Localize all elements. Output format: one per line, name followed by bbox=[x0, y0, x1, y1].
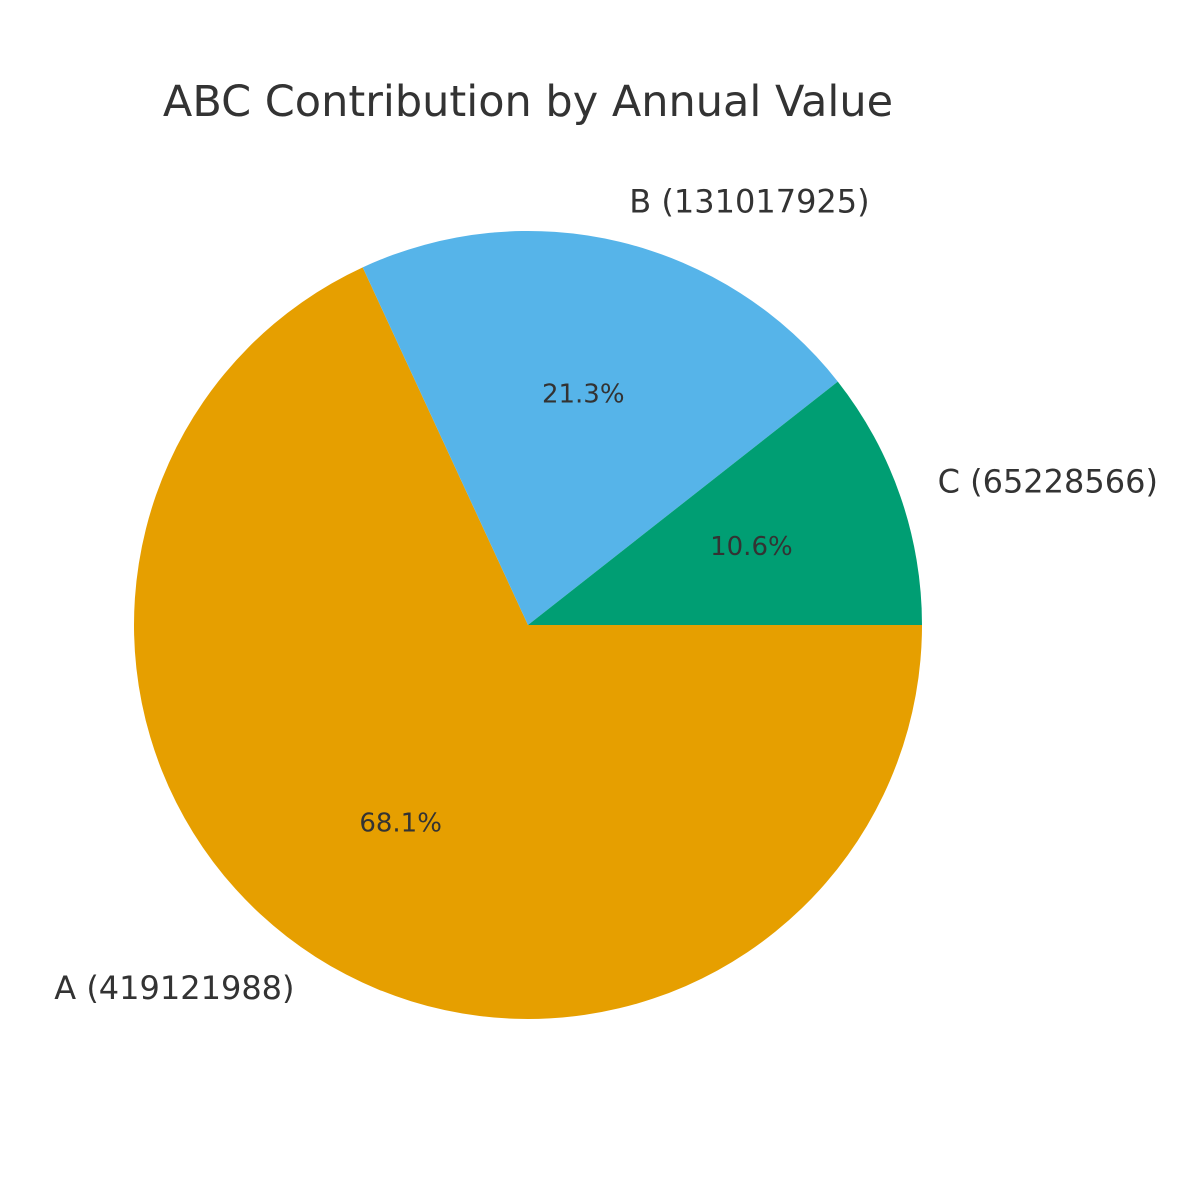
pie-slices bbox=[133, 231, 923, 1020]
slice-label-b: B (131017925) bbox=[629, 183, 869, 221]
percent-label-a: 68.1% bbox=[359, 809, 442, 839]
pie-labels: A (419121988) 68.1% B (131017925) 21.3% C (6… bbox=[54, 183, 1158, 1008]
slice-label-c: C (65228566) bbox=[938, 462, 1158, 500]
pie-slice-a bbox=[133, 267, 923, 1020]
percent-label-b: 21.3% bbox=[542, 380, 625, 410]
slice-label-a: A (419121988) bbox=[54, 969, 294, 1007]
pie-slice-c bbox=[528, 381, 922, 625]
percent-label-c: 10.6% bbox=[710, 532, 793, 562]
chart-title: ABC Contribution by Annual Value bbox=[163, 77, 893, 127]
pie-slice-b bbox=[362, 231, 838, 625]
